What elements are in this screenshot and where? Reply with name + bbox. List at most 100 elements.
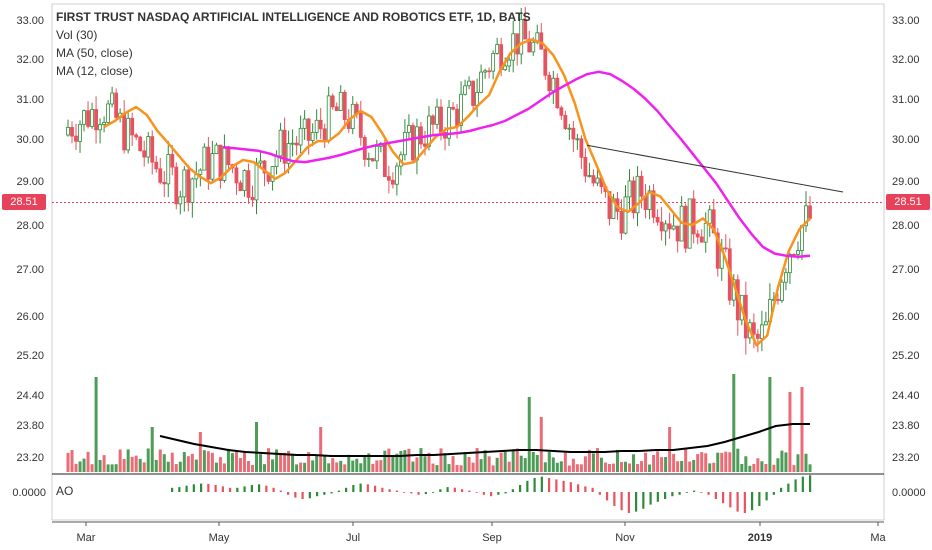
volume-bar (611, 463, 615, 472)
volume-bar (206, 451, 210, 472)
candle-body (479, 71, 484, 93)
volume-bar (644, 452, 648, 472)
volume-bar (279, 452, 283, 472)
price-tick-label-left: 23.20 (16, 452, 44, 464)
candle-body (254, 162, 259, 201)
volume-bar (182, 452, 186, 472)
volume-bar (118, 449, 122, 472)
candle-body (390, 179, 395, 185)
volume-bar (459, 465, 463, 472)
ao-label: AO (56, 484, 74, 498)
candle-body (234, 167, 239, 184)
candle-body (715, 232, 720, 269)
candle-body (98, 124, 102, 131)
candle-body (382, 143, 387, 178)
candle-body (407, 125, 411, 133)
volume-bar (503, 451, 507, 472)
ao-bar (323, 492, 326, 495)
candle-body (419, 126, 423, 145)
candle-body (559, 107, 564, 116)
candle-body (138, 136, 143, 152)
ao-bar (439, 489, 442, 492)
volume-bar (700, 452, 704, 472)
candle-body (403, 131, 407, 156)
legend-volume[interactable]: Vol (30) (56, 28, 98, 42)
volume-bar (198, 432, 202, 472)
candle-body (330, 95, 335, 108)
candle-body (114, 92, 119, 118)
candle-body (467, 80, 471, 87)
volume-bar (527, 397, 531, 472)
volume-bar (407, 448, 411, 472)
candle-body (563, 114, 568, 130)
volume-bar (331, 458, 335, 472)
volume-bar (507, 461, 511, 472)
volume-bar (419, 448, 423, 472)
volume-bar (547, 452, 551, 472)
volume-bar (411, 461, 415, 472)
volume-bar (315, 455, 319, 472)
candle-body (495, 44, 500, 54)
candle-body (511, 33, 516, 61)
volume-bar (242, 451, 246, 472)
volume-bar (327, 463, 331, 472)
candle-body (635, 175, 640, 214)
ao-bar (359, 483, 362, 492)
candle-body (394, 165, 399, 185)
candle-body (411, 125, 415, 161)
volume-bar (230, 453, 234, 472)
ao-bar (446, 487, 449, 492)
candle-body (784, 272, 788, 283)
ao-bar (301, 492, 304, 499)
candle-body (158, 168, 163, 183)
legend-ma50[interactable]: MA (50, close) (56, 46, 133, 60)
volume-bar (772, 464, 776, 472)
volume-bar (515, 448, 519, 472)
volume-bar (704, 453, 708, 472)
candle-body (166, 154, 171, 185)
candle-body (218, 144, 223, 181)
ao-bar (366, 484, 369, 492)
price-tick-label-left: 32.00 (16, 54, 44, 66)
ao-bar (381, 487, 384, 492)
candle-body (142, 150, 147, 158)
candle-body (699, 236, 704, 243)
volume-bar (323, 456, 327, 472)
volume-bar (563, 452, 567, 472)
ao-bar (395, 490, 398, 492)
ao-bar (221, 486, 224, 492)
volume-bar (487, 456, 491, 472)
ao-bar (540, 476, 543, 492)
last-price-badge-right: 28.51 (886, 194, 930, 210)
volume-bar (383, 450, 387, 472)
ao-bar (627, 492, 630, 513)
candle-body (374, 145, 379, 162)
candle-body (623, 196, 628, 234)
candle-body (455, 108, 459, 126)
candle-body (86, 110, 90, 127)
volume-bars (66, 374, 812, 472)
volume-bar (439, 448, 443, 472)
ao-bar (751, 492, 754, 511)
volume-bar (792, 465, 796, 472)
candle-body (711, 209, 716, 234)
volume-bar (218, 457, 222, 472)
ao-bar (330, 492, 333, 494)
candle-body (591, 175, 596, 184)
ao-bar (555, 479, 558, 492)
candle-body (595, 177, 600, 184)
candle-body (695, 233, 700, 238)
volume-bar (756, 458, 760, 472)
volume-bar (736, 448, 740, 472)
volume-bar (343, 464, 347, 472)
volume-bar (150, 427, 154, 472)
candle-body (358, 113, 363, 138)
legend-ma12[interactable]: MA (12, close) (56, 64, 133, 78)
ao-bar (678, 492, 681, 495)
ao-bar (171, 487, 174, 492)
volume-bar (78, 461, 82, 472)
candle-body (659, 221, 664, 232)
time-tick-label: Nov (615, 532, 635, 544)
candle-body (796, 250, 800, 255)
